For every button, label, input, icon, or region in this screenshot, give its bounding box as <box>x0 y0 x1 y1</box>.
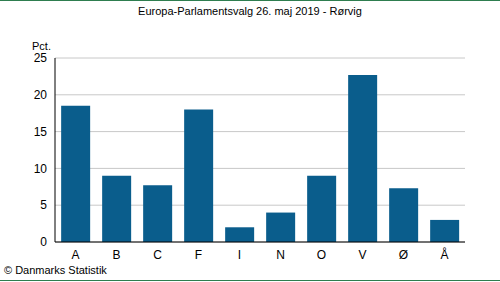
html-text:Europa-Parlamentsvalg 26. maj: Europa-Parlamentsvalg 26. maj 2019 - Rør… <box>138 5 362 17</box>
svg-text:N: N <box>276 248 285 262</box>
svg-text:V: V <box>358 248 366 262</box>
svg-text:A: A <box>71 248 79 262</box>
svg-text:10: 10 <box>34 162 48 176</box>
html-text:Pct.: Pct. <box>32 40 51 52</box>
svg-text:5: 5 <box>40 198 47 212</box>
svg-text:O: O <box>317 248 326 262</box>
html-text:© Danmarks Statistik: © Danmarks Statistik <box>4 264 107 276</box>
svg-text:C: C <box>153 248 162 262</box>
svg-text:0: 0 <box>40 235 47 249</box>
svg-text:Ø: Ø <box>399 248 408 262</box>
svg-text:I: I <box>238 248 241 262</box>
svg-text:B: B <box>112 248 120 262</box>
svg-text:20: 20 <box>34 88 48 102</box>
svg-text:Å: Å <box>440 247 448 262</box>
svg-text:15: 15 <box>34 125 48 139</box>
svg-text:F: F <box>195 248 202 262</box>
svg-text:25: 25 <box>34 51 48 65</box>
